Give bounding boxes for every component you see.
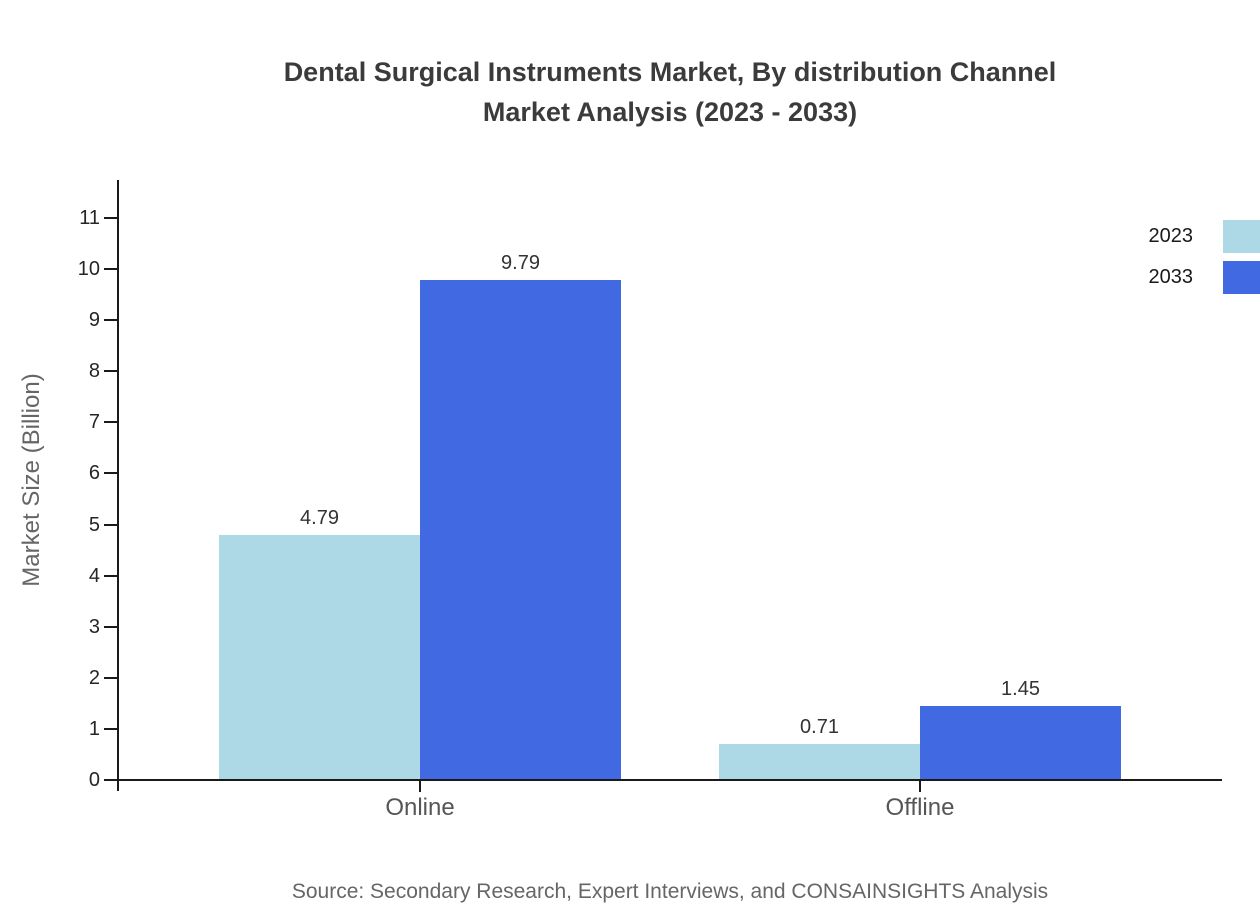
y-tick [104, 779, 118, 781]
y-axis-line [117, 180, 119, 791]
y-tick-label: 0 [88, 769, 100, 791]
chart-title-line1: Dental Surgical Instruments Market, By d… [283, 57, 1057, 87]
y-tick-label: 6 [88, 462, 100, 485]
y-tick [104, 217, 118, 219]
x-tick [419, 780, 421, 792]
x-tick [919, 780, 921, 792]
y-tick-label: 11 [79, 207, 100, 229]
y-tick-label: 3 [88, 615, 100, 638]
x-axis-line [117, 779, 1222, 781]
chart-title-line2: Market Analysis (2023 - 2033) [482, 97, 858, 127]
bar-value-label: 9.79 [501, 251, 540, 274]
y-tick [104, 319, 118, 322]
y-tick [104, 676, 118, 679]
y-tick-label: 5 [88, 513, 100, 536]
y-tick [104, 727, 118, 730]
bar-value-label: 4.79 [300, 507, 339, 530]
y-tick-label: 2 [88, 666, 100, 689]
source-note: Source: Secondary Research, Expert Inter… [291, 880, 1049, 903]
y-tick-label: 1 [88, 717, 100, 740]
x-category-label: Offline [885, 794, 955, 821]
y-tick-label: 10 [77, 258, 100, 281]
bar-offline-2023 [719, 743, 920, 780]
y-tick [104, 421, 118, 424]
y-tick-label: 8 [88, 360, 100, 383]
y-tick [104, 574, 118, 577]
y-tick [104, 268, 118, 271]
bar-online-2023 [219, 535, 420, 780]
y-tick-label: 4 [88, 564, 100, 587]
y-tick [104, 523, 118, 526]
y-tick [104, 625, 118, 628]
bar-value-label: 1.45 [1001, 677, 1040, 700]
y-tick-label: 7 [88, 411, 100, 434]
y-tick-label: 9 [88, 309, 100, 332]
x-category-label: Online [385, 794, 455, 821]
bar-offline-2033 [920, 705, 1121, 780]
bar-value-label: 0.71 [800, 715, 839, 738]
y-tick [104, 472, 118, 475]
chart-title: Dental Surgical Instruments Market, By d… [80, 52, 1260, 132]
bar-online-2033 [420, 279, 621, 780]
y-tick [104, 370, 118, 373]
